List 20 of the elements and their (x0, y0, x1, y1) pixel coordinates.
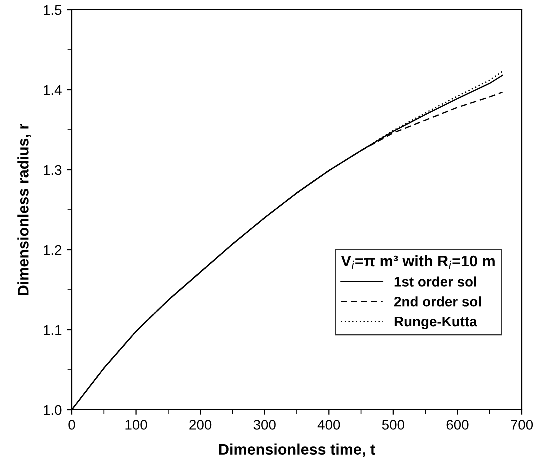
legend-title: V$_{i}$=π m³ with R$_{i}$=10 m (341, 255, 495, 270)
y-tick-label: 1.0 (44, 405, 62, 416)
x-tick-label: 0 (68, 420, 76, 430)
y-tick-label: 1.3 (44, 165, 62, 176)
y-tick-label: 1.5 (44, 5, 62, 16)
x-tick-label: 500 (382, 420, 404, 430)
y-tick-label: 1.1 (44, 325, 62, 336)
x-tick-label: 600 (446, 420, 469, 430)
x-tick-label: 300 (254, 420, 276, 430)
legend-label: 2nd order sol (394, 296, 482, 307)
legend-label: 1st order sol (394, 276, 476, 287)
y-tick-label: 1.4 (44, 85, 62, 96)
x-tick-label: 200 (190, 420, 212, 430)
legend-label: Runge-Kutta (394, 317, 478, 330)
y-tick-label: 1.2 (44, 245, 62, 256)
x-tick-label: 400 (318, 420, 340, 430)
y-axis-title: Dimensionless radius, r (18, 124, 32, 296)
x-tick-label: 700 (511, 420, 534, 430)
x-axis-title: Dimensionless time, t (219, 444, 376, 458)
x-tick-label: 100 (126, 420, 148, 430)
